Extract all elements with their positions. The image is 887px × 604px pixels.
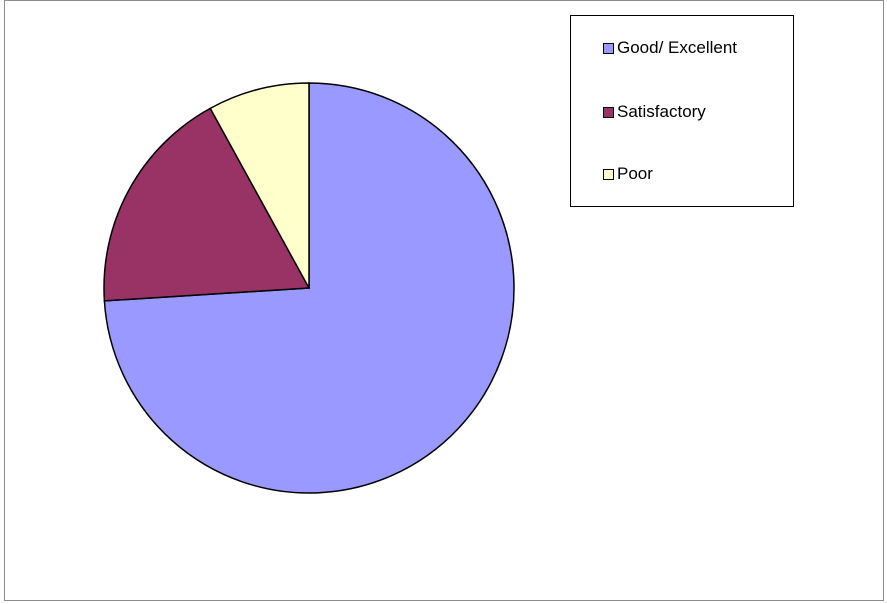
legend-swatch-satisfactory <box>603 106 614 118</box>
legend-swatch-poor <box>603 168 614 180</box>
legend-label-poor: Poor <box>617 164 653 183</box>
legend-item-satisfactory: Satisfactory <box>603 102 706 122</box>
pie-slice-satisfactory <box>103 107 311 302</box>
legend: Good/ Excellent Satisfactory Poor <box>570 15 794 207</box>
legend-label-good-excellent: Good/ Excellent <box>617 38 738 57</box>
legend-swatch-good-excellent <box>603 42 614 54</box>
legend-item-poor: Poor <box>603 164 653 184</box>
legend-label-satisfactory: Satisfactory <box>617 102 706 121</box>
pie-slice-poor <box>209 82 310 289</box>
legend-item-good-excellent: Good/ Excellent <box>603 38 737 58</box>
